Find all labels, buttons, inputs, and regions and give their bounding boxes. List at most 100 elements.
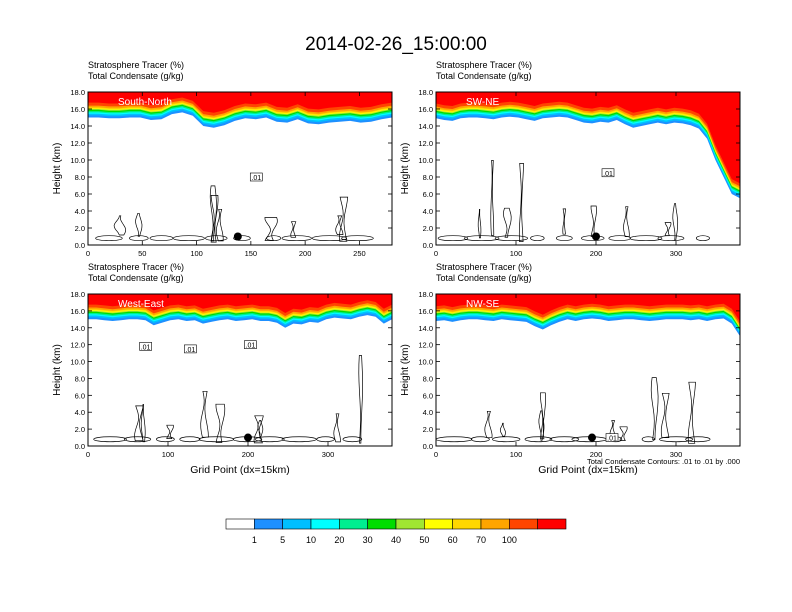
low-condensate-contour [524,436,553,443]
low-condensate-contour [629,235,663,242]
colorbar-swatch [367,518,397,530]
panel-name: South-North [118,97,172,108]
panel-header-1: Stratosphere Tracer (%) [88,262,184,272]
low-condensate-contour [316,436,335,443]
tracer-band-10 [88,294,392,313]
y-tick-label: 2.0 [423,224,433,233]
condensate-contour [335,215,344,235]
y-tick-label: 6.0 [423,391,433,400]
x-tick-label: 0 [86,249,90,258]
contour-label-box [601,168,615,178]
colorbar-swatch [339,518,368,530]
condensate-contour [540,392,546,440]
x-tick-label: 200 [590,450,603,459]
y-tick-label: 18.0 [418,88,433,97]
x-tick-label: 200 [242,450,255,459]
low-condensate-contour [129,235,149,242]
low-condensate-contour [470,436,490,443]
low-condensate-contour [281,235,312,242]
location-marker [244,433,252,442]
colorbar-label: 70 [476,535,486,545]
condensate-contour [538,410,545,441]
contour-label-box [249,172,263,182]
low-condensate-contour [685,436,711,443]
condensate-contour [358,355,363,444]
low-condensate-contour [205,235,228,242]
colorbar-swatch [282,518,312,530]
condensate-contour [518,163,524,242]
y-tick-label: 6.0 [423,190,433,199]
y-axis-label: Height (km) [52,143,63,195]
colorbar-label: 50 [419,535,429,545]
condensate-contour [503,207,512,238]
low-condensate-contour [437,235,469,242]
colorbar-swatch [452,518,482,530]
y-tick-label: 4.0 [75,408,85,417]
x-tick-label: 50 [138,249,146,258]
y-tick-label: 6.0 [75,190,85,199]
condensate-contour [499,422,506,437]
low-condensate-contour [341,235,374,242]
y-tick-label: 4.0 [423,207,433,216]
low-condensate-contour [93,436,127,443]
contour-label: .01 [251,175,261,182]
y-tick-label: 8.0 [423,173,433,182]
plot-area: .01 [436,92,740,242]
x-tick-label: 100 [510,249,523,258]
x-tick-label: 0 [434,249,438,258]
low-condensate-contour [123,436,152,443]
low-condensate-contour [95,235,123,242]
y-tick-label: 14.0 [418,324,433,333]
low-condensate-contour [179,436,201,443]
low-condensate-contour [695,235,710,242]
colorbar-label: 40 [391,535,401,545]
contour-label-box [605,433,619,442]
y-axis-label: Height (km) [52,344,63,396]
y-tick-label: 2.0 [75,425,85,434]
colorbar-swatch [254,518,283,530]
y-tick-label: 16.0 [418,105,433,114]
figure-title: 2014-02-26_15:00:00 [305,34,487,55]
condensate-contour [257,420,264,437]
y-axis-label: Height (km) [400,344,411,396]
y-tick-label: 8.0 [75,173,85,182]
contour-label: .01 [607,436,617,443]
condensate-contour [477,209,482,239]
low-condensate-contour [311,235,348,242]
low-condensate-contour [149,235,174,242]
low-condensate-contour [254,436,285,443]
y-tick-label: 12.0 [70,139,85,148]
panel-header-1: Stratosphere Tracer (%) [436,262,532,272]
low-condensate-contour [530,235,545,242]
condensate-contour [113,215,126,236]
panels: Stratosphere Tracer (%)Total Condensate … [52,60,741,476]
panel-header-2: Total Condensate (g/kg) [436,273,532,283]
condensate-contour [333,413,341,443]
panel-header-1: Stratosphere Tracer (%) [88,60,184,70]
condensate-contour [484,410,493,439]
y-tick-label: 8.0 [75,374,85,383]
contour-footnote: Total Condensate Contours: .01 to .01 by… [587,457,740,466]
condensate-contour [672,203,679,241]
colorbar-label: 60 [448,535,458,545]
colorbar-swatch [509,518,538,530]
x-tick-label: 250 [353,249,366,258]
low-condensate-contour [342,436,363,443]
condensate-contour [650,377,659,440]
location-marker [592,232,600,241]
colorbar: 1 5 10 20 30 40 50 60 70 100 [225,518,567,545]
colorbar-swatch [424,518,453,530]
low-condensate-contour [608,235,631,242]
panel-nw-se: Stratosphere Tracer (%)Total Condensate … [400,262,741,476]
y-tick-label: 16.0 [70,307,85,316]
low-condensate-contour [641,436,655,443]
y-tick-label: 14.0 [70,122,85,131]
x-tick-label: 200 [299,249,312,258]
x-axis-label: Grid Point (dx=15km) [190,464,290,476]
low-condensate-contour [659,436,694,443]
x-tick-label: 300 [670,249,683,258]
panel-frame [435,91,741,246]
condensate-contour [623,206,630,237]
x-tick-label: 100 [510,450,523,459]
